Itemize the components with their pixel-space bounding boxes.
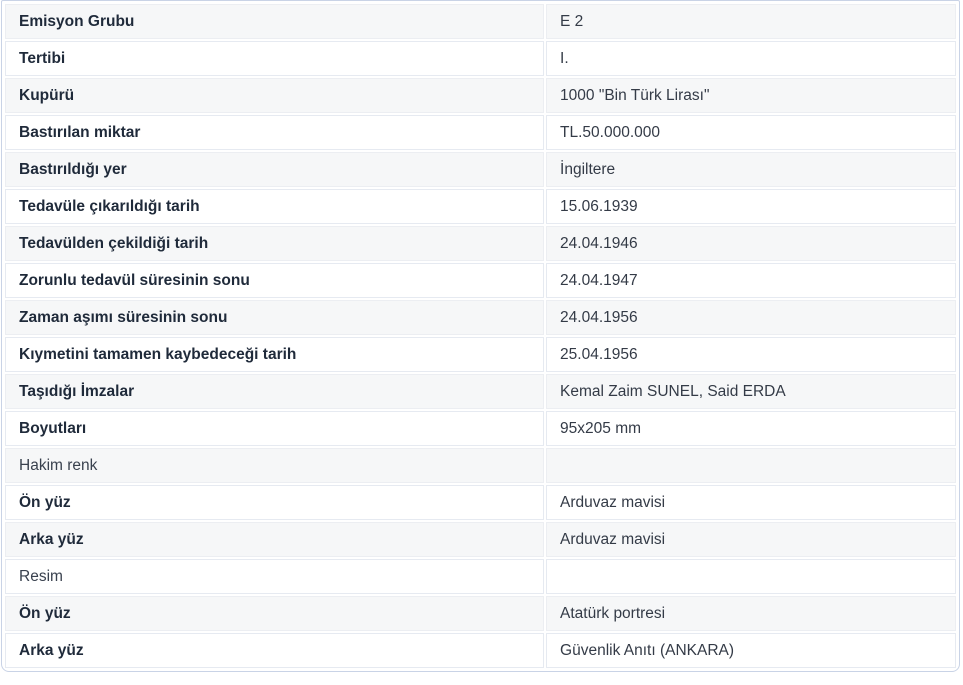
row-value: Atatürk portresi <box>546 596 956 631</box>
table-row: Hakim renk <box>5 448 956 483</box>
table-row: Boyutları 95x205 mm <box>5 411 956 446</box>
row-value: Arduvaz mavisi <box>546 522 956 557</box>
row-label: Tertibi <box>5 41 545 76</box>
table-body: Emisyon Grubu E 2 Tertibi I. Kupürü 1000… <box>5 4 956 668</box>
row-value: 24.04.1947 <box>546 263 956 298</box>
row-value: 1000 "Bin Türk Lirası" <box>546 78 956 113</box>
row-label: Bastırılan miktar <box>5 115 545 150</box>
row-value: TL.50.000.000 <box>546 115 956 150</box>
row-value: 24.04.1946 <box>546 226 956 261</box>
table-row: Zorunlu tedavül süresinin sonu 24.04.194… <box>5 263 956 298</box>
row-label: Resim <box>5 559 545 594</box>
table-row: Emisyon Grubu E 2 <box>5 4 956 39</box>
table-row: Bastırılan miktar TL.50.000.000 <box>5 115 956 150</box>
row-label: Ön yüz <box>5 485 545 520</box>
table-row: Ön yüz Atatürk portresi <box>5 596 956 631</box>
row-value: I. <box>546 41 956 76</box>
table-row: Bastırıldığı yer İngiltere <box>5 152 956 187</box>
row-value: 24.04.1956 <box>546 300 956 335</box>
banknote-details-card: Emisyon Grubu E 2 Tertibi I. Kupürü 1000… <box>1 0 960 672</box>
row-label: Hakim renk <box>5 448 545 483</box>
table-row: Tedavülden çekildiği tarih 24.04.1946 <box>5 226 956 261</box>
row-label: Tedavülden çekildiği tarih <box>5 226 545 261</box>
table-row: Kıymetini tamamen kaybedeceği tarih 25.0… <box>5 337 956 372</box>
table-row: Ön yüz Arduvaz mavisi <box>5 485 956 520</box>
table-row: Arka yüz Arduvaz mavisi <box>5 522 956 557</box>
row-value: E 2 <box>546 4 956 39</box>
table-row: Kupürü 1000 "Bin Türk Lirası" <box>5 78 956 113</box>
row-label: Zaman aşımı süresinin sonu <box>5 300 545 335</box>
row-label: Kupürü <box>5 78 545 113</box>
table-row: Resim <box>5 559 956 594</box>
row-label: Taşıdığı İmzalar <box>5 374 545 409</box>
row-label: Emisyon Grubu <box>5 4 545 39</box>
row-label: Ön yüz <box>5 596 545 631</box>
table-row: Taşıdığı İmzalar Kemal Zaim SUNEL, Said … <box>5 374 956 409</box>
row-value: İngiltere <box>546 152 956 187</box>
row-label: Boyutları <box>5 411 545 446</box>
row-label: Kıymetini tamamen kaybedeceği tarih <box>5 337 545 372</box>
row-value: 25.04.1956 <box>546 337 956 372</box>
row-value: Güvenlik Anıtı (ANKARA) <box>546 633 956 668</box>
table-row: Arka yüz Güvenlik Anıtı (ANKARA) <box>5 633 956 668</box>
row-label: Arka yüz <box>5 633 545 668</box>
row-value: Kemal Zaim SUNEL, Said ERDA <box>546 374 956 409</box>
banknote-details-table: Emisyon Grubu E 2 Tertibi I. Kupürü 1000… <box>3 2 958 670</box>
row-value: 15.06.1939 <box>546 189 956 224</box>
table-row: Tedavüle çıkarıldığı tarih 15.06.1939 <box>5 189 956 224</box>
table-row: Zaman aşımı süresinin sonu 24.04.1956 <box>5 300 956 335</box>
row-label: Tedavüle çıkarıldığı tarih <box>5 189 545 224</box>
row-label: Zorunlu tedavül süresinin sonu <box>5 263 545 298</box>
row-value <box>546 448 956 483</box>
row-label: Bastırıldığı yer <box>5 152 545 187</box>
row-value <box>546 559 956 594</box>
row-value: 95x205 mm <box>546 411 956 446</box>
row-label: Arka yüz <box>5 522 545 557</box>
table-row: Tertibi I. <box>5 41 956 76</box>
row-value: Arduvaz mavisi <box>546 485 956 520</box>
